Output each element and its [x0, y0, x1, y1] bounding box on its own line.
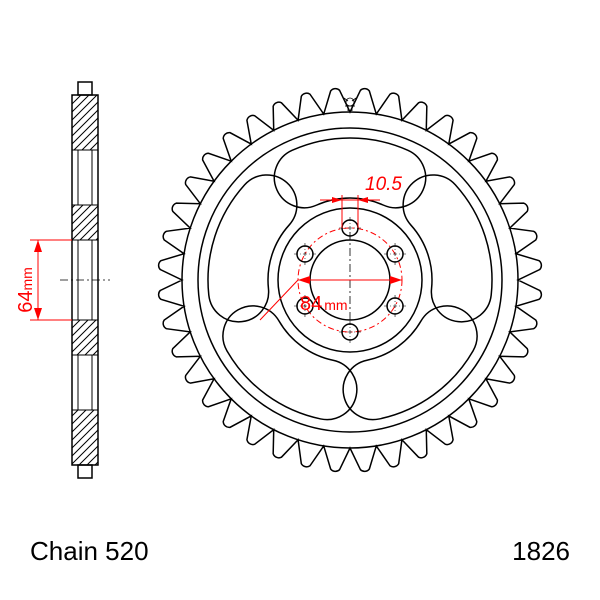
dimension-84mm: 84mm — [260, 276, 402, 320]
side-profile — [60, 82, 110, 478]
dim-84-unit: mm — [324, 297, 347, 313]
dim-64-value: 64 — [15, 291, 37, 313]
part-number: 1826 — [512, 536, 570, 566]
dim-84-value: 84 — [300, 293, 322, 315]
svg-text:64mm: 64mm — [15, 267, 37, 313]
chain-label: Chain 520 — [30, 536, 149, 566]
sprocket-diagram: 64mm — [0, 0, 600, 600]
svg-text:84mm: 84mm — [300, 293, 348, 315]
dim-105-value: 10.5 — [365, 174, 402, 195]
dim-64-unit: mm — [19, 267, 35, 290]
